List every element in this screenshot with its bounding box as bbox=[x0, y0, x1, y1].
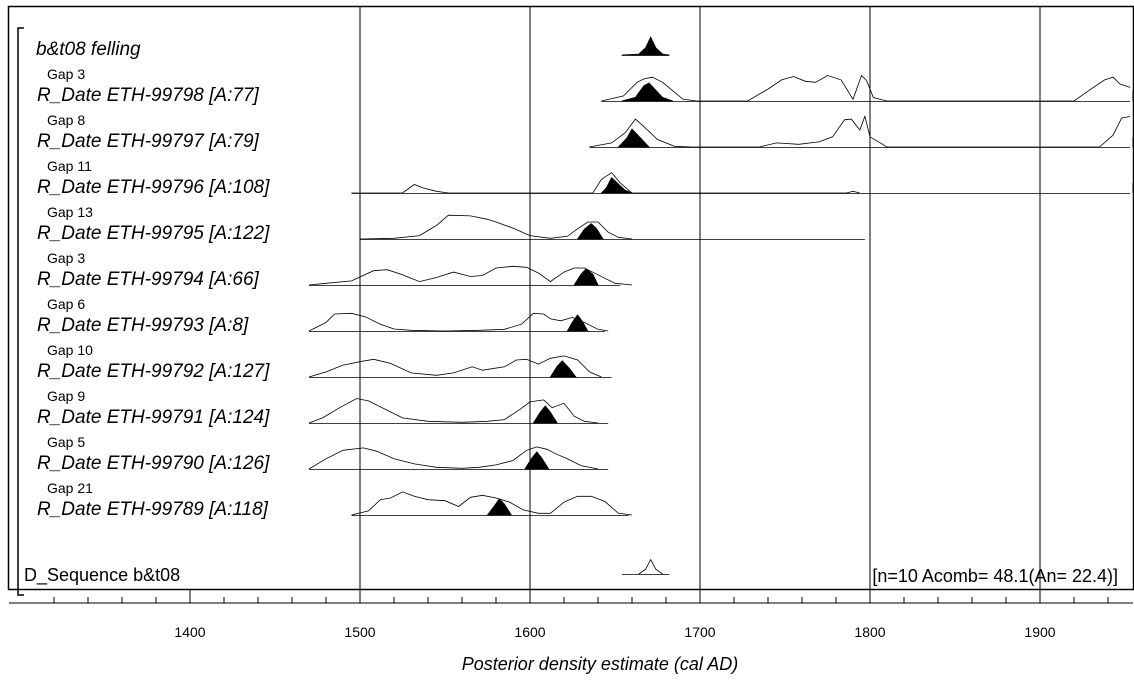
grid-lines bbox=[359, 7, 1041, 589]
series-row: b&t08 felling bbox=[36, 36, 670, 60]
gap-label: Gap 11 bbox=[47, 158, 92, 174]
sequence-density bbox=[638, 558, 663, 575]
series-label: R_Date ETH-99789 [A:118] bbox=[37, 499, 269, 520]
prior-density bbox=[359, 214, 633, 240]
tick-label: 1700 bbox=[684, 624, 715, 640]
prior-density bbox=[308, 265, 633, 286]
x-axis: 1400 1500 1600 1700 1800 1900 bbox=[9, 590, 1133, 640]
series-row: Gap 10 R_Date ETH-99792 [A:127] bbox=[37, 342, 612, 382]
gap-label: Gap 3 bbox=[47, 250, 85, 266]
series-row: Gap 13 R_Date ETH-99795 [A:122] bbox=[37, 204, 865, 244]
posterior-density bbox=[621, 82, 673, 102]
posterior-density bbox=[621, 36, 670, 56]
prior-density bbox=[308, 312, 609, 332]
gap-label: Gap 3 bbox=[47, 66, 85, 82]
tick-label: 1500 bbox=[344, 624, 375, 640]
series-label: R_Date ETH-99792 [A:127] bbox=[37, 361, 270, 382]
posterior-density bbox=[573, 268, 599, 286]
tick-label: 1800 bbox=[854, 624, 885, 640]
posterior-density bbox=[576, 223, 604, 240]
series-row: Gap 6 R_Date ETH-99793 [A:8] bbox=[37, 296, 609, 336]
prior-density bbox=[308, 355, 602, 378]
posterior-density bbox=[549, 360, 577, 378]
series-label: R_Date ETH-99796 [A:108] bbox=[37, 177, 270, 198]
tick-label: 1600 bbox=[514, 624, 545, 640]
gap-label: Gap 6 bbox=[47, 296, 85, 312]
prior-density bbox=[351, 491, 633, 516]
series-row: Gap 8 R_Date ETH-99797 [A:79] bbox=[37, 112, 1134, 152]
sequence-row bbox=[621, 558, 670, 575]
series-label: R_Date ETH-99793 [A:8] bbox=[37, 315, 249, 336]
series-row: Gap 21 R_Date ETH-99789 [A:118] bbox=[37, 480, 633, 520]
prior-density bbox=[351, 172, 860, 194]
posterior-density bbox=[617, 128, 650, 148]
prior-density bbox=[308, 446, 599, 470]
gap-label: Gap 5 bbox=[47, 434, 85, 450]
gap-label: Gap 9 bbox=[47, 388, 85, 404]
series-label: R_Date ETH-99794 [A:66] bbox=[37, 269, 260, 290]
sequence-label: D_Sequence b&t08 bbox=[24, 565, 180, 586]
gap-label: Gap 10 bbox=[47, 342, 93, 358]
series-label: R_Date ETH-99795 [A:122] bbox=[37, 223, 270, 244]
posterior-density bbox=[566, 314, 589, 332]
series-row: Gap 11 R_Date ETH-99796 [A:108] bbox=[37, 158, 1134, 198]
prior-density bbox=[589, 115, 1131, 148]
series-row: Gap 9 R_Date ETH-99791 [A:124] bbox=[37, 388, 609, 428]
gap-label: Gap 8 bbox=[47, 112, 85, 128]
gap-label: Gap 21 bbox=[47, 480, 93, 496]
gap-label: Gap 13 bbox=[47, 204, 93, 220]
series-row: Gap 3 R_Date ETH-99798 [A:77] bbox=[37, 66, 1134, 106]
series-label: R_Date ETH-99790 [A:126] bbox=[37, 453, 270, 474]
tick-label: 1400 bbox=[174, 624, 205, 640]
posterior-density bbox=[486, 498, 513, 516]
series-row: Gap 5 R_Date ETH-99790 [A:126] bbox=[37, 434, 609, 474]
posterior-density bbox=[532, 405, 558, 424]
series-row: Gap 3 R_Date ETH-99794 [A:66] bbox=[37, 250, 633, 290]
posterior-density bbox=[524, 451, 550, 470]
series-label: b&t08 felling bbox=[36, 39, 141, 60]
prior-density bbox=[308, 398, 599, 424]
x-axis-label: Posterior density estimate (cal AD) bbox=[462, 654, 738, 674]
tick-label: 1900 bbox=[1024, 624, 1055, 640]
sequence-bracket bbox=[17, 27, 24, 596]
series-group: b&t08 felling Gap 3 R_Date ETH-99798 [A:77… bbox=[36, 36, 1134, 575]
prior-density bbox=[601, 74, 1131, 102]
series-label: R_Date ETH-99798 [A:77] bbox=[37, 85, 260, 106]
series-label: R_Date ETH-99797 [A:79] bbox=[37, 131, 260, 152]
posterior-density bbox=[600, 177, 633, 194]
series-label: R_Date ETH-99791 [A:124] bbox=[37, 407, 270, 428]
sequence-annotation: [n=10 Acomb= 48.1(An= 22.4)] bbox=[872, 566, 1118, 586]
